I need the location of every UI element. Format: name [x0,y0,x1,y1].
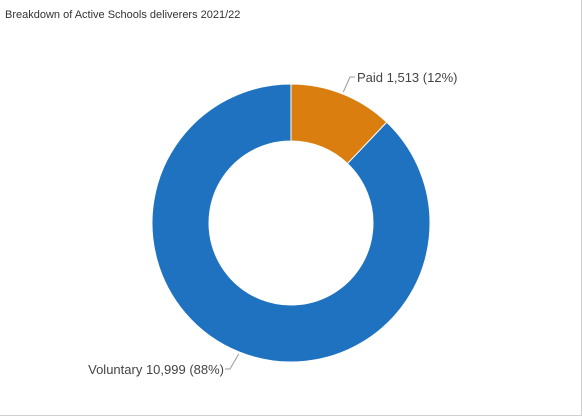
leader-line-paid [342,76,355,93]
leader-line-voluntary [225,353,240,370]
slice-label-voluntary: Voluntary 10,999 (88%) [88,362,224,377]
slice-label-paid: Paid 1,513 (12%) [357,70,457,85]
slice-voluntary[interactable] [151,83,431,363]
chart-title: Breakdown of Active Schools deliverers 2… [5,9,241,21]
